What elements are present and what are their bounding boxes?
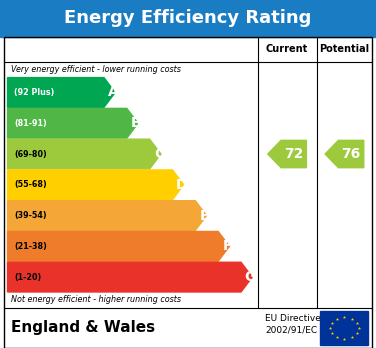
Text: C: C xyxy=(154,147,164,161)
Text: Energy Efficiency Rating: Energy Efficiency Rating xyxy=(64,9,312,27)
Text: G: G xyxy=(245,270,256,284)
Polygon shape xyxy=(8,170,184,200)
Text: A: A xyxy=(108,86,119,100)
Polygon shape xyxy=(8,78,115,107)
Text: B: B xyxy=(131,116,141,130)
Text: 72: 72 xyxy=(284,147,303,161)
Polygon shape xyxy=(268,140,306,168)
Text: (92 Plus): (92 Plus) xyxy=(14,88,55,97)
Text: (1-20): (1-20) xyxy=(14,272,41,282)
Text: Very energy efficient - lower running costs: Very energy efficient - lower running co… xyxy=(11,65,181,74)
Polygon shape xyxy=(8,231,229,261)
Polygon shape xyxy=(8,201,207,230)
Text: D: D xyxy=(176,178,188,192)
Polygon shape xyxy=(8,262,252,292)
Text: EU Directive
2002/91/EC: EU Directive 2002/91/EC xyxy=(265,314,321,335)
Text: 76: 76 xyxy=(341,147,361,161)
Polygon shape xyxy=(8,139,161,169)
Bar xyxy=(4,37,372,348)
Polygon shape xyxy=(8,108,138,138)
Polygon shape xyxy=(325,140,364,168)
Text: England & Wales: England & Wales xyxy=(11,321,155,335)
Text: Current: Current xyxy=(266,44,308,54)
Bar xyxy=(0,0,376,37)
Bar xyxy=(320,311,368,345)
Text: Not energy efficient - higher running costs: Not energy efficient - higher running co… xyxy=(11,295,181,304)
Text: (69-80): (69-80) xyxy=(14,150,47,159)
Text: (21-38): (21-38) xyxy=(14,242,47,251)
Text: Potential: Potential xyxy=(319,44,370,54)
Text: E: E xyxy=(200,208,209,223)
Text: (81-91): (81-91) xyxy=(14,119,47,128)
Text: F: F xyxy=(223,239,232,253)
Text: (39-54): (39-54) xyxy=(14,211,47,220)
Text: (55-68): (55-68) xyxy=(14,180,47,189)
